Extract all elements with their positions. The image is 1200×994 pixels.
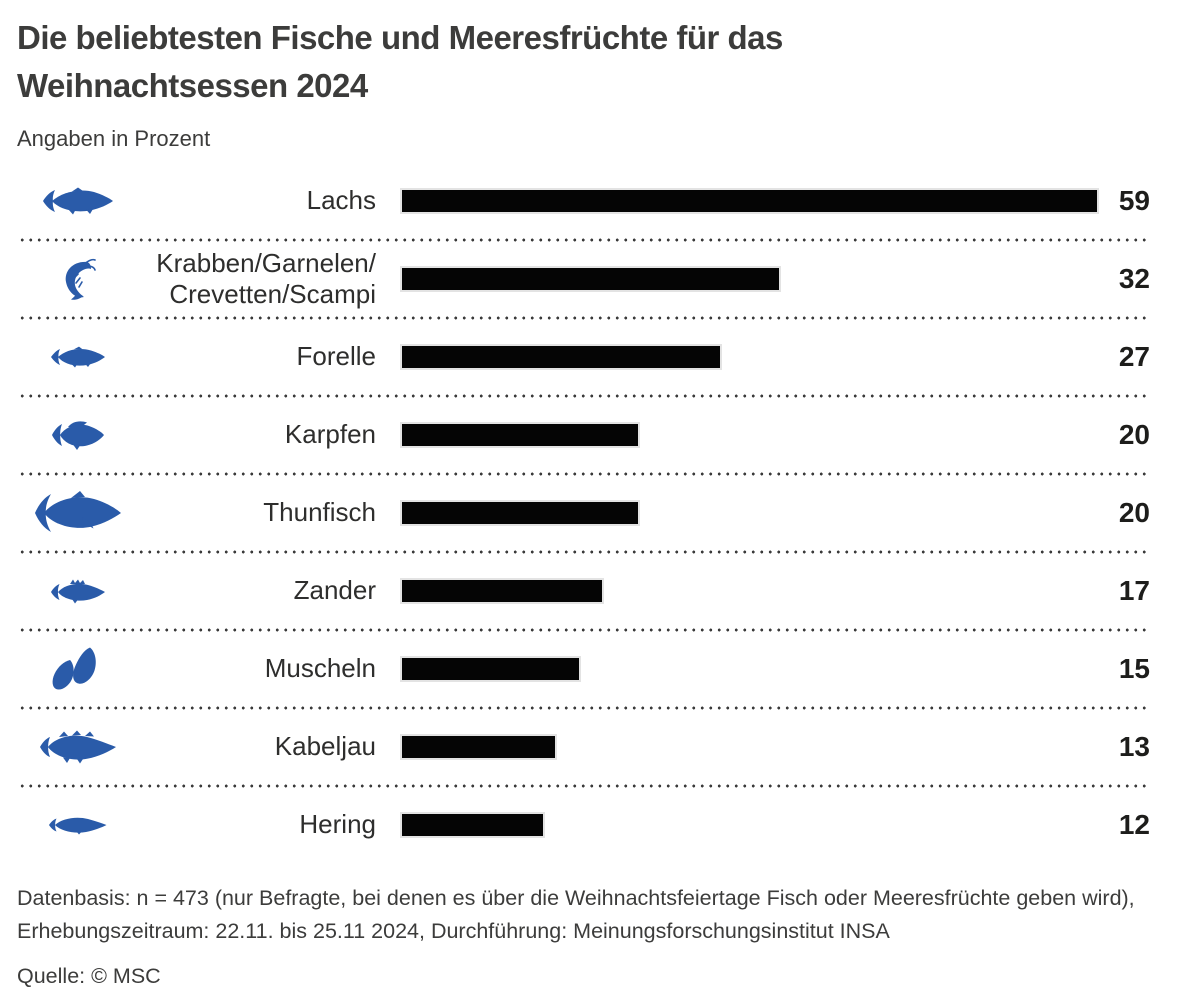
bar-forelle bbox=[400, 343, 723, 370]
bar-karpfen bbox=[400, 421, 640, 448]
mussels-icon bbox=[18, 646, 138, 692]
bar-lachs bbox=[400, 187, 1099, 214]
value-label: 32 bbox=[1118, 262, 1150, 294]
dotted-separator bbox=[18, 471, 1150, 476]
value-label: 17 bbox=[1118, 574, 1150, 606]
category-label: Lachs bbox=[306, 185, 376, 216]
tuna-icon bbox=[18, 490, 138, 536]
bar-muscheln bbox=[400, 655, 581, 682]
footer: Datenbasis: n = 473 (nur Befragte, bei d… bbox=[17, 882, 1140, 994]
value-label: 20 bbox=[1118, 418, 1150, 450]
category-label: Muscheln bbox=[264, 653, 376, 684]
bar-kabeljau bbox=[400, 733, 558, 760]
trout-icon bbox=[18, 346, 138, 368]
dotted-separator bbox=[18, 393, 1150, 398]
bar-chart: Lachs 59 K bbox=[18, 164, 1150, 862]
chart-row-forelle: Forelle 27 bbox=[18, 320, 1150, 394]
dotted-separator bbox=[18, 705, 1150, 710]
chart-row-karpfen: Karpfen 20 bbox=[18, 398, 1150, 472]
shrimp-icon bbox=[18, 257, 138, 301]
chart-row-thunfisch: Thunfisch 20 bbox=[18, 476, 1150, 550]
value-label: 13 bbox=[1118, 730, 1150, 762]
dotted-separator bbox=[18, 237, 1150, 242]
chart-row-lachs: Lachs 59 bbox=[18, 164, 1150, 238]
herring-icon bbox=[18, 815, 138, 835]
chart-row-kabeljau: Kabeljau 13 bbox=[18, 710, 1150, 784]
salmon-icon bbox=[18, 187, 138, 215]
category-label: Thunfisch bbox=[263, 497, 376, 528]
chart-row-muscheln: Muscheln 15 bbox=[18, 632, 1150, 706]
dotted-separator bbox=[18, 627, 1150, 632]
dotted-separator bbox=[18, 315, 1150, 320]
bar-thunfisch bbox=[400, 499, 640, 526]
data-basis-note: Datenbasis: n = 473 (nur Befragte, bei d… bbox=[17, 885, 1135, 943]
page-title: Die beliebtesten Fische und Meeresfrücht… bbox=[17, 19, 783, 104]
carp-icon bbox=[18, 419, 138, 451]
chart-row-hering: Hering 12 bbox=[18, 788, 1150, 862]
value-label: 15 bbox=[1118, 652, 1150, 684]
dotted-separator bbox=[18, 783, 1150, 788]
cod-icon bbox=[18, 729, 138, 765]
category-label: Krabben/Garnelen/ Crevetten/Scampi bbox=[156, 248, 376, 309]
bar-krabben bbox=[400, 265, 781, 292]
source-note: Quelle: © MSC bbox=[17, 964, 161, 989]
bar-zander bbox=[400, 577, 605, 604]
value-label: 27 bbox=[1118, 340, 1150, 372]
category-label: Kabeljau bbox=[274, 731, 376, 762]
chart-subtitle: Angaben in Prozent bbox=[17, 125, 211, 151]
value-label: 12 bbox=[1118, 808, 1150, 840]
zander-icon bbox=[18, 578, 138, 604]
chart-row-zander: Zander 17 bbox=[18, 554, 1150, 628]
value-label: 59 bbox=[1118, 184, 1150, 216]
category-label: Hering bbox=[299, 809, 376, 840]
value-label: 20 bbox=[1118, 496, 1150, 528]
dotted-separator bbox=[18, 549, 1150, 554]
bar-hering bbox=[400, 811, 546, 838]
category-label: Zander bbox=[293, 575, 376, 606]
chart-row-krabben: Krabben/Garnelen/ Crevetten/Scampi 32 bbox=[18, 242, 1150, 316]
category-label: Karpfen bbox=[284, 419, 376, 450]
category-label: Forelle bbox=[296, 341, 376, 372]
